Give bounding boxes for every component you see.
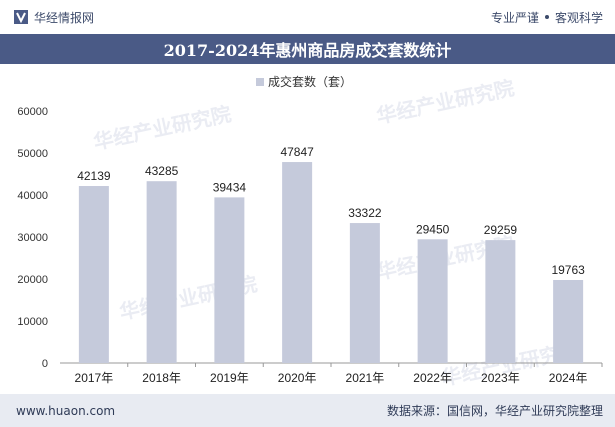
y-tick-label: 40000 xyxy=(17,190,48,202)
bar-value-label: 42139 xyxy=(77,169,111,183)
y-tick-label: 0 xyxy=(42,358,48,370)
x-tick-label: 2020年 xyxy=(278,371,317,385)
footer-source: 数据来源：国信网，华经产业研究院整理 xyxy=(386,404,603,418)
bar-value-label: 29259 xyxy=(484,223,518,237)
bar xyxy=(282,162,313,363)
chart-area: 华经产业研究院 华经产业研究院 华经产业研究院 华经产业研究院 华经产业研究院 … xyxy=(0,64,615,394)
y-tick-label: 50000 xyxy=(17,148,48,160)
chart-title-bar: 2017-2024年惠州商品房成交套数统计 xyxy=(0,34,615,64)
y-tick-label: 60000 xyxy=(17,106,48,118)
brand-logo-icon xyxy=(14,10,28,24)
legend-label: 成交套数（套） xyxy=(268,74,352,89)
y-tick-label: 10000 xyxy=(17,316,48,328)
bar xyxy=(417,239,448,363)
bar xyxy=(146,181,177,363)
bar xyxy=(485,240,516,363)
y-tick-label: 30000 xyxy=(17,232,48,244)
x-tick-label: 2023年 xyxy=(481,371,520,385)
x-tick-label: 2024年 xyxy=(549,371,588,385)
brand: 华经情报网 xyxy=(14,9,94,26)
footer: www.huaon.com 数据来源：国信网，华经产业研究院整理 xyxy=(0,394,615,427)
bar xyxy=(553,279,584,363)
legend-swatch xyxy=(256,78,264,86)
y-tick-label: 20000 xyxy=(17,274,48,286)
slogan: 专业严谨 客观科学 xyxy=(491,9,603,26)
top-bar: 华经情报网 专业严谨 客观科学 xyxy=(0,0,615,34)
bar-value-label: 33322 xyxy=(348,206,382,220)
x-tick-label: 2021年 xyxy=(346,371,385,385)
bar xyxy=(78,186,109,363)
brand-name: 华经情报网 xyxy=(34,10,95,25)
slogan-right: 客观科学 xyxy=(554,10,603,25)
footer-url: www.huaon.com xyxy=(16,403,116,418)
bar-value-label: 29450 xyxy=(416,222,450,236)
slogan-left: 专业严谨 xyxy=(490,10,539,25)
x-tick-label: 2018年 xyxy=(142,371,181,385)
bar-value-label: 47847 xyxy=(280,145,314,159)
bar-value-label: 43285 xyxy=(145,164,179,178)
chart-title: 2017-2024年惠州商品房成交套数统计 xyxy=(163,41,452,60)
x-tick-label: 2017年 xyxy=(75,371,114,385)
bar-value-label: 39434 xyxy=(213,180,247,194)
bar xyxy=(214,197,245,363)
bar-chart: 成交套数（套） 0 10000 20000 30000 40000 50000 60000 42… xyxy=(17,74,603,385)
bar xyxy=(349,223,380,363)
bar-value-label: 19763 xyxy=(551,263,585,277)
x-tick-label: 2022年 xyxy=(413,371,452,385)
separator-dot-icon xyxy=(544,15,549,19)
x-tick-label: 2019年 xyxy=(210,371,249,385)
